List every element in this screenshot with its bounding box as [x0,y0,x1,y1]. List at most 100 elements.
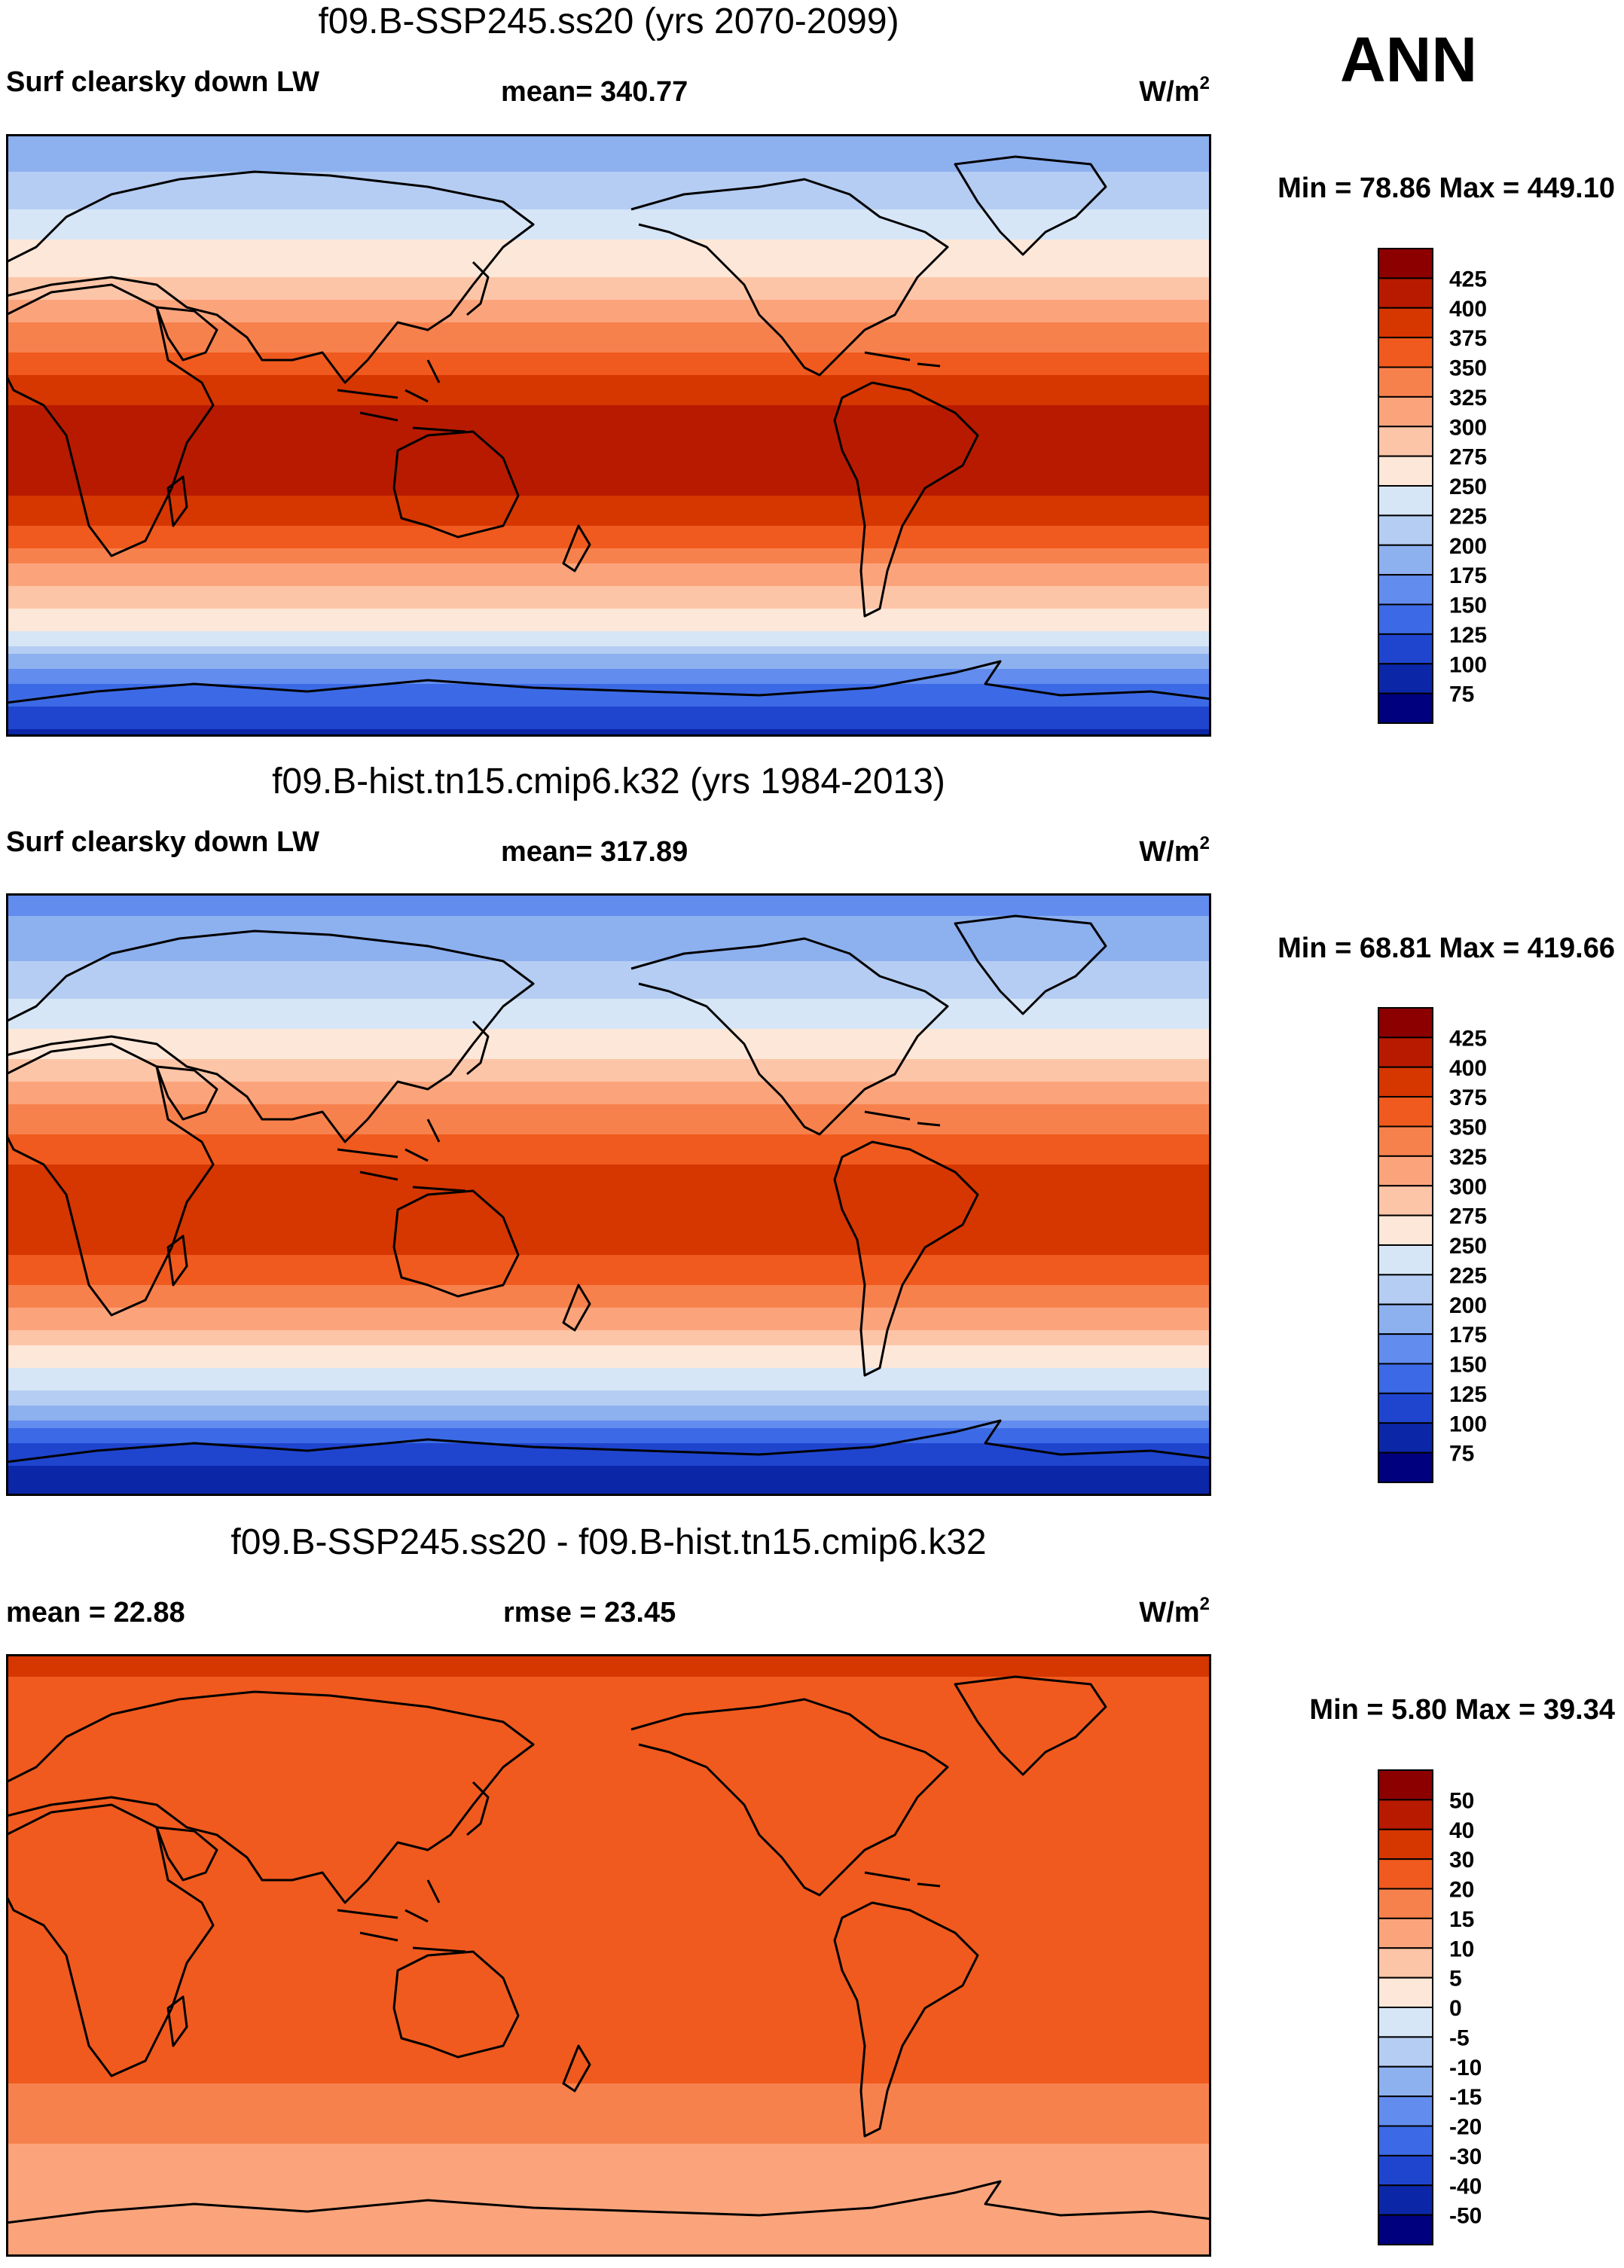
map-band [6,232,1211,240]
map-band [6,1036,1211,1045]
map-band [6,2196,1211,2205]
map-band [6,322,1211,331]
colorbar-tick-label: -20 [1449,2115,1482,2140]
colorbar-swatch [1378,1917,1433,1949]
map-band [6,616,1211,624]
map-band [6,526,1211,534]
colorbar-swatch [1378,277,1433,309]
colorbar-tick-label: 400 [1449,297,1487,322]
map-band [6,984,1211,992]
map-band [6,1232,1211,1241]
colorbar-tick-label: -5 [1449,2025,1470,2050]
colorbar-swatch [1378,485,1433,517]
colorbar-tick-label: 200 [1449,1293,1487,1318]
colorbar-swatch [1378,395,1433,428]
colorbar-swatch [1378,1769,1433,1801]
colorbar-swatch [1378,1007,1433,1039]
map-band [6,1021,1211,1030]
colorbar-swatch [1378,1392,1433,1424]
map-band [6,2151,1211,2160]
season-label: ANN [1340,24,1477,95]
colorbar-tick-label: 375 [1449,326,1487,351]
map-band [6,1225,1211,1233]
map-band [6,1165,1211,1173]
map-band [6,450,1211,459]
map-band [6,707,1211,715]
map-band [6,2219,1211,2227]
map-band [6,2106,1211,2114]
map-band [6,631,1211,639]
colorbar-tick-label: 325 [1449,386,1487,411]
map-band [6,729,1211,737]
map-band [6,428,1211,436]
panel-3-units: W/m2 [1139,1594,1210,1629]
map-band [6,1805,1211,1813]
map-band [6,1458,1211,1467]
map-band [6,1323,1211,1331]
map-band [6,923,1211,932]
map-band [6,548,1211,557]
colorbar-tick-label: 325 [1449,1145,1487,1170]
map-band [6,2212,1211,2220]
colorbar-tick-label: 200 [1449,534,1487,559]
map-band [6,458,1211,466]
map-band [6,1850,1211,1858]
colorbar-tick-label: 350 [1449,356,1487,381]
colorbar-tick-label: -30 [1449,2144,1482,2169]
map-band [6,1413,1211,1421]
map-band [6,601,1211,609]
map-band [6,307,1211,316]
panel-2-title: f09.B-hist.tn15.cmip6.k32 (yrs 1984-2013… [272,762,945,801]
panel-3-title: f09.B-SSP245.ss20 - f09.B-hist.tn15.cmip… [230,1522,986,1562]
map-band [6,496,1211,504]
colorbar-swatch [1378,2214,1433,2245]
map-band [6,1782,1211,1790]
map-band [6,1684,1211,1693]
map-band [6,1993,1211,2001]
map-band [6,2129,1211,2137]
colorbar-tick-label: 175 [1449,1323,1487,1348]
map-band [6,1097,1211,1105]
map-band [6,255,1211,263]
map-band [6,1338,1211,1346]
colorbar-tick-label: -15 [1449,2085,1482,2110]
map-band [6,1074,1211,1082]
panel-3-mean-label: mean = 22.88 [6,1597,185,1629]
map-band [6,224,1211,233]
map-band [6,2234,1211,2242]
map-band [6,1134,1211,1143]
map-band [6,2083,1211,2092]
map-band [6,1677,1211,1685]
map-band [6,345,1211,353]
map-band [6,541,1211,549]
map-band [6,179,1211,188]
panel-3-map [6,1654,1211,2257]
colorbar-swatch [1378,248,1433,279]
map-band [6,1029,1211,1037]
colorbar-swatch [1378,2007,1433,2038]
map-band [6,2114,1211,2122]
map-band [6,1662,1211,1670]
map-band [6,654,1211,662]
map-band [6,1737,1211,1745]
map-band [6,1692,1211,1700]
map-band [6,969,1211,977]
map-band [6,2249,1211,2257]
map-band [6,1910,1211,1918]
map-band [6,1247,1211,1256]
map-band [6,1729,1211,1738]
colorbar-swatch [1378,603,1433,635]
colorbar-swatch [1378,1096,1433,1128]
map-band [6,1654,1211,1662]
colorbar-tick-label: -40 [1449,2174,1482,2199]
map-band [6,1406,1211,1414]
map-band [6,1918,1211,1926]
map-band [6,1466,1211,1474]
colorbar-tick-label: 10 [1449,1937,1474,1961]
colorbar-tick-label: 250 [1449,475,1487,499]
map-band [6,420,1211,429]
colorbar-swatch [1378,1125,1433,1157]
map-band [6,1187,1211,1195]
map-band [6,247,1211,255]
